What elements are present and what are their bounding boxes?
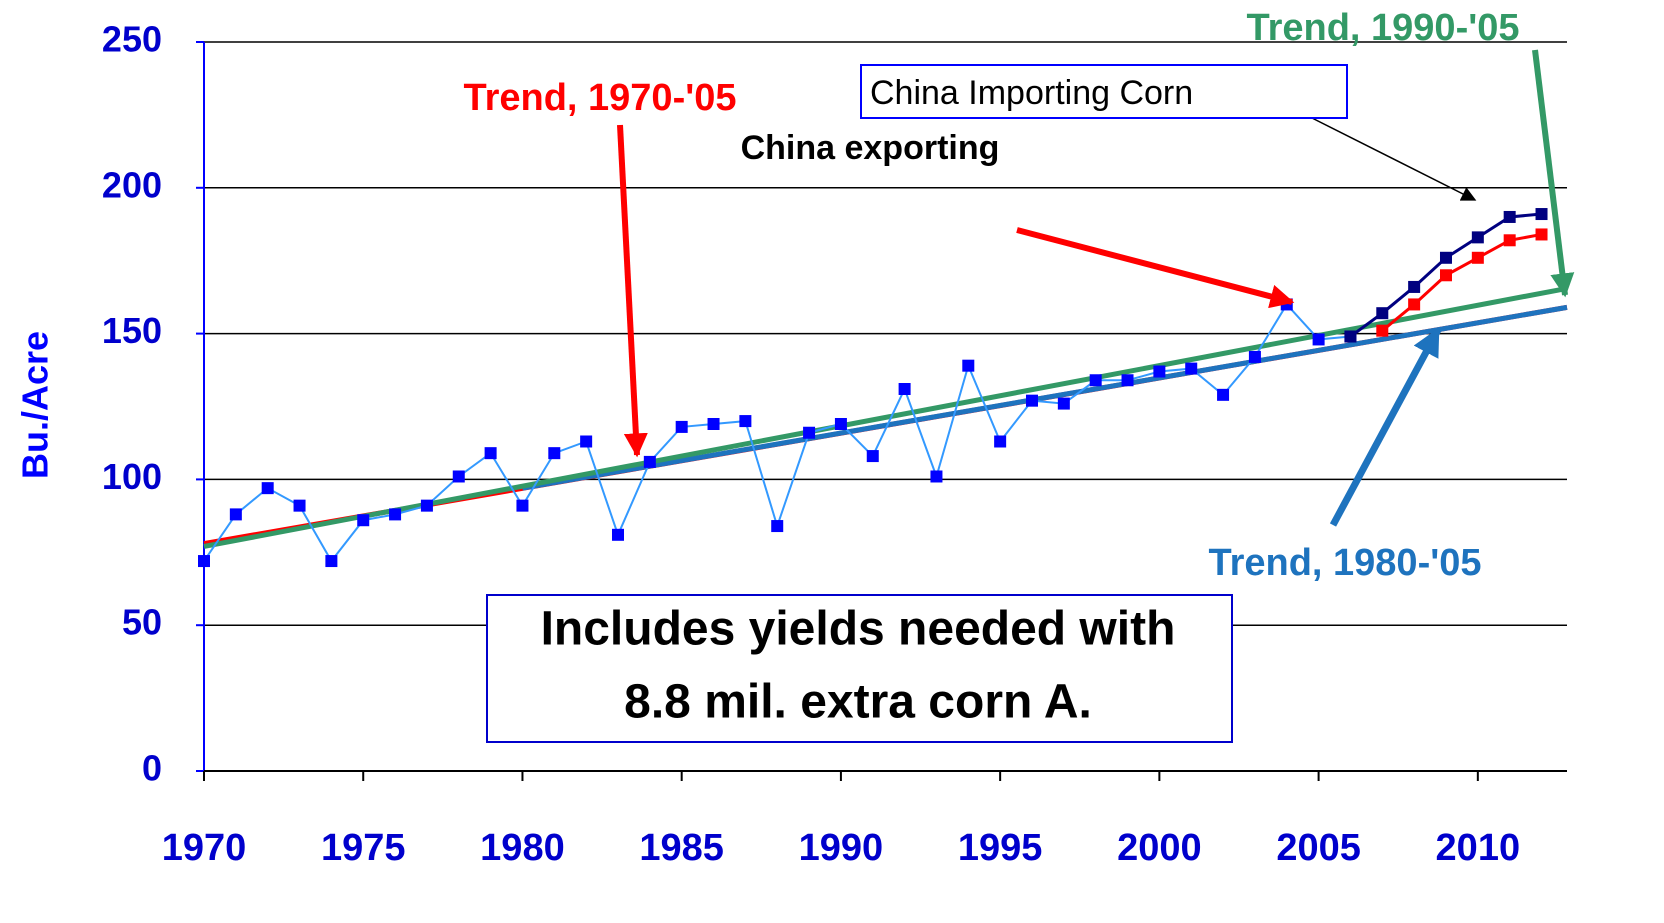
y-tick-label: 50	[122, 602, 162, 643]
point	[229, 508, 242, 521]
point	[898, 383, 911, 396]
point	[1344, 330, 1357, 343]
point	[1471, 251, 1484, 264]
annotation-box	[486, 594, 1233, 743]
point	[293, 499, 306, 512]
point	[548, 447, 561, 460]
point	[1089, 374, 1102, 387]
y-tick-label: 150	[102, 310, 162, 351]
point	[771, 520, 784, 533]
point	[325, 555, 338, 568]
point	[198, 555, 210, 568]
point	[1312, 333, 1325, 346]
point	[739, 415, 752, 428]
x-tick-label: 2000	[1117, 827, 1202, 869]
point	[1185, 362, 1198, 375]
x-tick-label: 1990	[799, 827, 884, 869]
annotation: Trend, 1980-'05	[1208, 542, 1481, 584]
arrow	[617, 124, 648, 458]
y-tick-label: 100	[102, 456, 162, 497]
point	[707, 417, 720, 430]
y-tick-label: 0	[142, 748, 162, 789]
arrow	[1311, 117, 1477, 201]
x-tick-label: 1985	[639, 827, 724, 869]
y-tick-label: 250	[102, 19, 162, 60]
point	[1376, 307, 1389, 320]
point	[675, 420, 688, 433]
point	[1535, 208, 1548, 221]
y-tick-label: 200	[102, 164, 162, 205]
point	[1503, 234, 1516, 247]
x-tick-label: 2010	[1436, 827, 1521, 869]
x-tick-label: 1980	[480, 827, 565, 869]
point	[1439, 251, 1452, 264]
point	[580, 435, 593, 448]
point	[484, 447, 497, 460]
point	[962, 359, 975, 372]
arrow	[1532, 49, 1575, 298]
x-tick-label: 1975	[321, 827, 406, 869]
x-tick-label: 2005	[1276, 827, 1361, 869]
point	[1025, 394, 1038, 407]
x-tick-label: 1970	[162, 827, 247, 869]
point	[516, 499, 529, 512]
point	[1057, 397, 1070, 410]
point	[389, 508, 402, 521]
point	[834, 417, 847, 430]
point	[930, 470, 943, 483]
arrow	[1329, 327, 1442, 527]
point	[1248, 350, 1261, 363]
annotation: China exporting	[741, 129, 1000, 167]
x-tick-label: 1995	[958, 827, 1043, 869]
point	[1503, 210, 1516, 223]
annotation: 8.8 mil. extra corn A.	[624, 676, 1092, 729]
point	[1535, 228, 1548, 241]
annotation: Trend, 1970-'05	[463, 77, 736, 119]
y-axis-label: Bu./Acre	[15, 331, 56, 479]
annotation: China Importing Corn	[870, 74, 1193, 112]
point	[1153, 365, 1166, 378]
point	[420, 499, 433, 512]
point	[1408, 298, 1421, 311]
annotation: Includes yields needed with	[541, 603, 1176, 656]
annotation: Trend, 1990-'05	[1246, 7, 1519, 49]
point	[357, 514, 370, 527]
point	[1471, 231, 1484, 244]
arrow	[1016, 227, 1295, 309]
annotation-box	[860, 64, 1348, 119]
point	[643, 455, 656, 468]
point	[452, 470, 465, 483]
point	[994, 435, 1007, 448]
point	[866, 450, 879, 463]
point	[1217, 388, 1230, 401]
point	[803, 426, 816, 439]
point	[1408, 280, 1421, 293]
point	[261, 482, 274, 495]
point	[611, 528, 624, 541]
point	[1121, 374, 1134, 387]
point	[1376, 324, 1389, 337]
point	[1439, 269, 1452, 282]
trend-line	[522, 304, 1568, 491]
